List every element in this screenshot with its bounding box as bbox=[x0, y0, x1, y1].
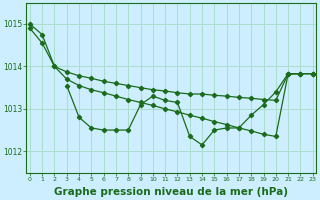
X-axis label: Graphe pression niveau de la mer (hPa): Graphe pression niveau de la mer (hPa) bbox=[54, 187, 288, 197]
